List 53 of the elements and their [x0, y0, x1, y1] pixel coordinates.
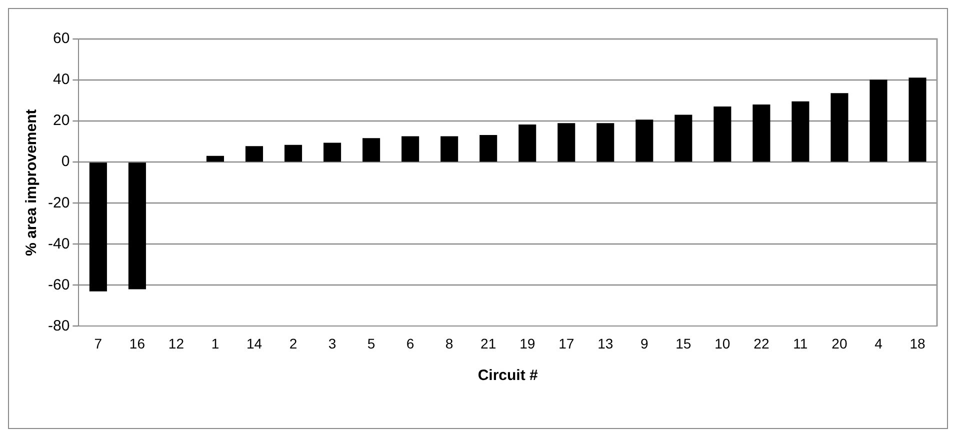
bar	[752, 104, 770, 162]
bar	[206, 156, 224, 162]
x-axis-title: Circuit #	[478, 367, 539, 384]
bar	[830, 93, 848, 162]
y-tick-label: 60	[52, 30, 70, 48]
bar	[245, 146, 264, 162]
x-tick-label: 12	[168, 335, 184, 352]
x-tick-label: 19	[520, 335, 536, 352]
x-tick-label: 9	[640, 335, 648, 352]
x-tick-label: 14	[246, 335, 262, 352]
x-tick-label: 20	[832, 335, 848, 352]
bar	[362, 138, 380, 162]
bar	[480, 135, 498, 162]
bar	[636, 120, 654, 162]
bar	[440, 136, 458, 162]
x-tick-label: 15	[676, 335, 692, 352]
x-tick-label: 2	[289, 335, 298, 352]
x-tick-label: 22	[754, 335, 770, 352]
y-tick-label: 40	[52, 71, 70, 88]
bar	[89, 162, 107, 292]
x-tick-label: 18	[910, 335, 926, 352]
x-tick-label: 11	[793, 335, 808, 352]
x-tick-label: 1	[211, 335, 220, 352]
x-tick-label: 17	[558, 335, 574, 352]
x-tick-label: 3	[328, 335, 336, 352]
bar	[674, 114, 692, 162]
x-tick-label: 4	[874, 335, 883, 352]
x-tick-label: 16	[129, 335, 146, 352]
bar	[870, 80, 888, 162]
y-tick-label: -80	[48, 317, 70, 334]
bar	[284, 144, 302, 162]
y-axis-title: % area improvement	[23, 109, 40, 256]
x-tick-label: 10	[714, 335, 730, 352]
y-tick-label: -20	[48, 194, 70, 212]
bar	[402, 136, 420, 162]
bar	[792, 101, 810, 162]
bar	[908, 78, 926, 162]
y-tick-label: -60	[48, 276, 70, 294]
x-tick-label: 5	[367, 335, 376, 352]
x-tick-label: 7	[94, 335, 102, 352]
bar	[323, 142, 342, 162]
x-tick-label: 13	[598, 335, 614, 352]
bar	[518, 124, 536, 162]
bar	[558, 123, 576, 162]
x-tick-label: 8	[445, 335, 454, 352]
y-tick-label: -40	[48, 235, 70, 252]
bar	[714, 106, 732, 162]
x-tick-label: 21	[480, 335, 496, 352]
y-tick-label: 0	[61, 153, 70, 170]
bar	[596, 123, 614, 162]
y-tick-label: 20	[52, 112, 70, 130]
bar	[128, 162, 146, 290]
x-tick-label: 6	[406, 335, 414, 352]
